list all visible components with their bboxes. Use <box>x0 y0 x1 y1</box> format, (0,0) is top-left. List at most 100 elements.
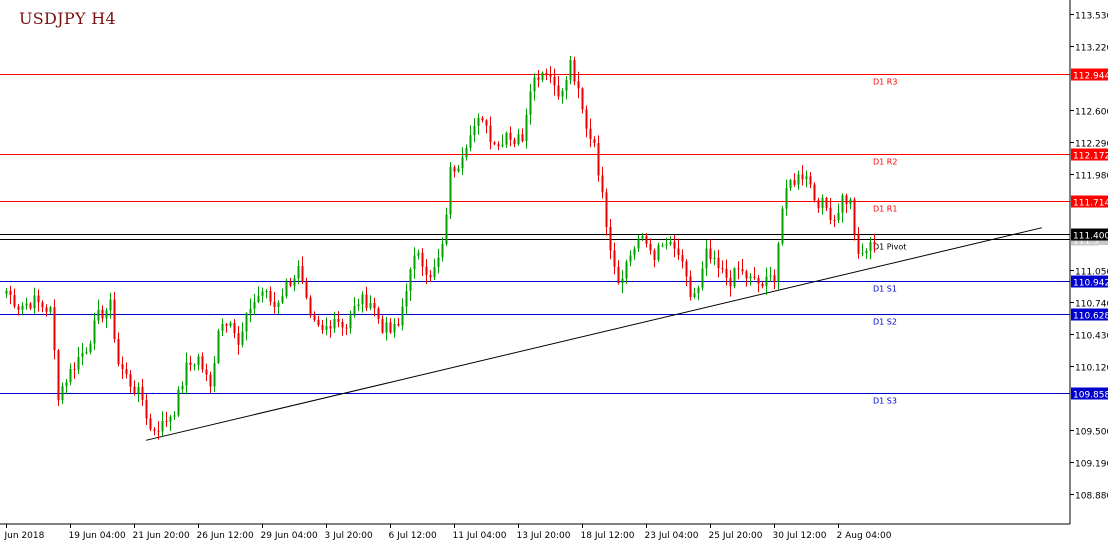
candle <box>321 320 324 334</box>
candle-body <box>645 235 648 244</box>
candle <box>485 119 488 134</box>
candle <box>833 215 836 228</box>
candle-body <box>169 416 172 422</box>
candle <box>313 311 316 322</box>
time-tick-label: 18 Jul 12:00 <box>581 531 635 541</box>
level-name-label: D1 Pivot <box>873 243 906 252</box>
level-price-label: 111.3__ <box>1073 237 1108 247</box>
candle-body <box>225 324 228 326</box>
candle <box>549 66 552 84</box>
candle-body <box>325 325 328 330</box>
candle-body <box>757 277 760 284</box>
candle <box>529 83 532 125</box>
chart-title: USDJPY H4 <box>19 9 116 28</box>
candle-body <box>89 343 92 353</box>
level-name-label: D1 S2 <box>873 318 897 327</box>
candle <box>193 363 196 371</box>
candle-body <box>229 322 232 326</box>
candle <box>189 355 192 372</box>
candle <box>421 248 424 276</box>
candle-body <box>705 248 708 269</box>
candle <box>217 328 220 365</box>
trendline[interactable] <box>145 227 1043 441</box>
candle-body <box>697 287 700 294</box>
price-tick-label: 113.530 <box>1075 12 1108 22</box>
candle-body <box>253 301 256 309</box>
candle-body <box>345 327 348 329</box>
candle-body <box>577 81 580 89</box>
candle <box>677 238 680 260</box>
level-price-tag <box>1071 387 1108 400</box>
candle <box>713 250 716 266</box>
price-tick-label: 113.220 <box>1075 44 1108 54</box>
candle <box>749 273 752 286</box>
candle-body <box>289 281 292 286</box>
candle-body <box>861 253 864 255</box>
candle <box>417 249 420 260</box>
candle <box>285 278 288 299</box>
candle <box>569 55 572 85</box>
candle-body <box>569 60 572 80</box>
candle <box>541 71 544 83</box>
candle-body <box>245 313 248 332</box>
candle <box>861 243 864 257</box>
level-name-label: D1 S1 <box>873 285 897 294</box>
candle <box>233 319 236 339</box>
candle-body <box>713 257 716 260</box>
candle <box>85 347 88 355</box>
candle <box>481 116 484 123</box>
candle <box>513 137 516 148</box>
candle-body <box>661 245 664 247</box>
trendline-layer <box>145 227 1043 441</box>
candle-body <box>729 277 732 287</box>
candle <box>81 342 84 366</box>
candle <box>165 411 168 427</box>
candle <box>601 166 604 199</box>
candle <box>425 259 428 285</box>
candle-body <box>545 72 548 75</box>
candle <box>145 393 148 426</box>
candle <box>613 242 616 275</box>
candle-body <box>737 268 740 270</box>
candle-body <box>777 243 780 282</box>
candle <box>705 240 708 277</box>
candle <box>41 300 44 313</box>
candle-body <box>77 356 80 370</box>
candle-body <box>429 274 432 278</box>
candle <box>297 260 300 285</box>
candle-body <box>605 192 608 227</box>
candle-body <box>825 197 828 208</box>
candle-body <box>281 296 284 303</box>
candle-body <box>105 310 108 319</box>
candle-body <box>449 167 452 215</box>
candle <box>345 324 348 336</box>
price-tick-label: 112.290 <box>1075 140 1108 150</box>
candle-body <box>241 331 244 345</box>
candle <box>505 131 508 148</box>
candle <box>385 317 388 341</box>
candle <box>89 340 92 355</box>
candle <box>181 381 184 394</box>
candle <box>709 239 712 264</box>
candle-body <box>649 243 652 251</box>
candle <box>109 292 112 319</box>
candle <box>765 267 768 295</box>
candle <box>37 289 40 312</box>
candle-body <box>677 248 680 256</box>
candle <box>117 332 120 367</box>
candle <box>693 287 696 299</box>
candle <box>53 299 56 360</box>
level-name-label: D1 R1 <box>873 205 897 214</box>
candle-body <box>453 167 456 172</box>
candle <box>333 311 336 333</box>
candle-body <box>689 276 692 298</box>
candle <box>805 170 808 188</box>
candle <box>397 317 400 327</box>
candle <box>717 249 720 278</box>
candle-body <box>85 352 88 354</box>
candle-body <box>769 275 772 277</box>
candle <box>229 321 232 328</box>
candle <box>337 311 340 328</box>
candle-body <box>589 128 592 140</box>
